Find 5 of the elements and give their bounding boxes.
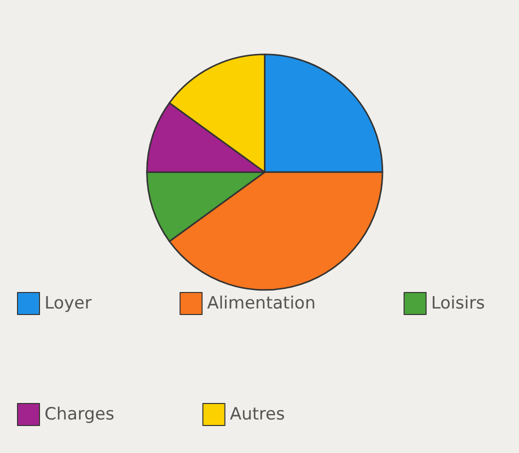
legend-label: Autres bbox=[230, 404, 286, 424]
legend-label: Loisirs bbox=[431, 294, 485, 314]
legend-label: Alimentation bbox=[207, 294, 316, 314]
legend-label: Charges bbox=[44, 404, 114, 424]
legend-label: Loyer bbox=[44, 294, 92, 314]
